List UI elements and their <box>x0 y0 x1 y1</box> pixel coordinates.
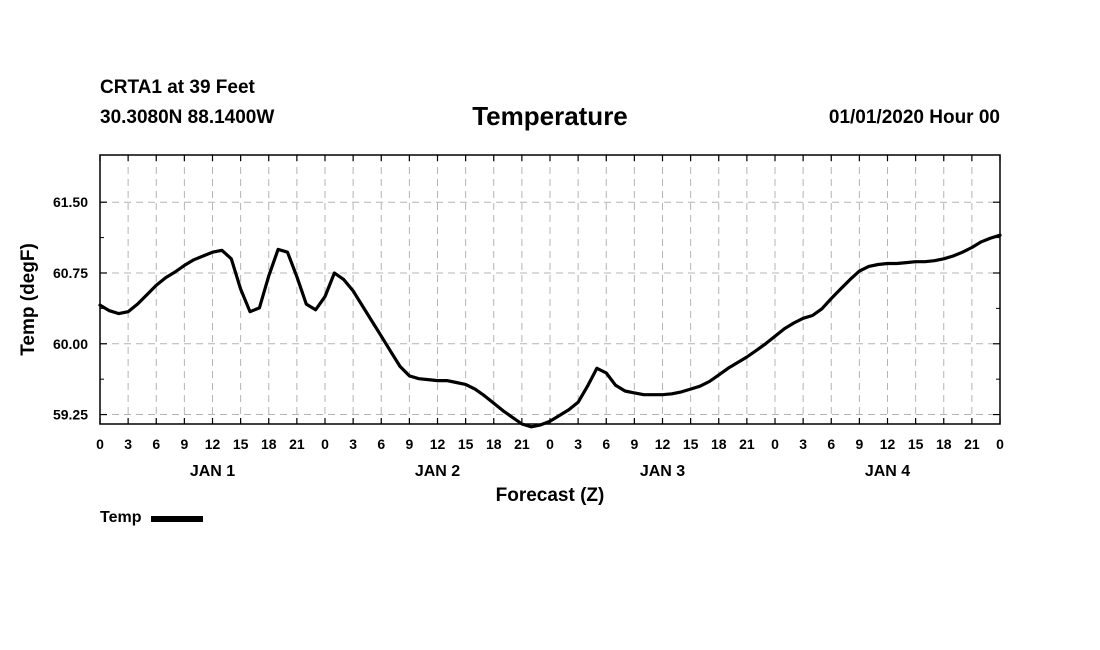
x-tick-label: 15 <box>458 436 474 452</box>
x-tick-label: 0 <box>996 436 1004 452</box>
x-tick-label: 18 <box>936 436 952 452</box>
x-tick-label: 6 <box>827 436 835 452</box>
x-tick-label: 0 <box>96 436 104 452</box>
x-axis-title: Forecast (Z) <box>496 485 605 506</box>
y-axis-title: Temp (degF) <box>18 243 39 356</box>
x-tick-label: 3 <box>574 436 582 452</box>
x-tick-label: 6 <box>377 436 385 452</box>
station-label: CRTA1 at 39 Feet <box>100 77 255 98</box>
legend: Temp <box>100 509 204 527</box>
x-tick-label: 18 <box>261 436 277 452</box>
x-tick-label: 3 <box>124 436 132 452</box>
x-tick-label: 3 <box>799 436 807 452</box>
x-tick-label: 0 <box>321 436 329 452</box>
grid <box>100 155 1000 424</box>
x-tick-label: 12 <box>205 436 221 452</box>
x-tick-label: 18 <box>711 436 727 452</box>
x-tick-label: 6 <box>602 436 610 452</box>
chart-title: Temperature <box>472 101 628 131</box>
datetime-label: 01/01/2020 Hour 00 <box>828 107 1000 128</box>
ticks: 0 3 6 9 12 15 18 21 0 3 6 9 12 15 18 21 0 3 6 9 12 15 18 21 0 3 6 9… <box>53 155 1004 480</box>
x-tick-label: 6 <box>152 436 160 452</box>
day-label: JAN 2 <box>415 463 460 480</box>
x-tick-label: 15 <box>683 436 699 452</box>
y-tick-label: 61.50 <box>53 194 88 210</box>
x-tick-label: 3 <box>349 436 357 452</box>
day-label: JAN 3 <box>640 463 685 480</box>
x-tick-label: 21 <box>739 436 755 452</box>
x-tick-label: 12 <box>430 436 446 452</box>
x-tick-label: 21 <box>514 436 530 452</box>
x-tick-label: 9 <box>855 436 863 452</box>
x-tick-label: 9 <box>630 436 638 452</box>
legend-label: Temp <box>100 509 142 526</box>
x-tick-label: 12 <box>655 436 671 452</box>
day-label: JAN 1 <box>190 463 235 480</box>
coordinates-label: 30.3080N 88.1400W <box>100 107 275 128</box>
x-tick-label: 12 <box>880 436 896 452</box>
x-tick-label: 21 <box>289 436 305 452</box>
x-tick-label: 0 <box>546 436 554 452</box>
x-tick-label: 18 <box>486 436 502 452</box>
y-tick-label: 59.25 <box>53 407 88 423</box>
x-tick-label: 9 <box>405 436 413 452</box>
x-tick-label: 9 <box>180 436 188 452</box>
day-label: JAN 4 <box>865 463 910 480</box>
y-tick-label: 60.00 <box>53 336 88 352</box>
y-tick-label: 60.75 <box>53 265 88 281</box>
x-tick-label: 15 <box>908 436 924 452</box>
legend-line-swatch <box>151 516 204 522</box>
x-tick-label: 0 <box>771 436 779 452</box>
x-tick-label: 15 <box>233 436 249 452</box>
x-tick-label: 21 <box>964 436 980 452</box>
